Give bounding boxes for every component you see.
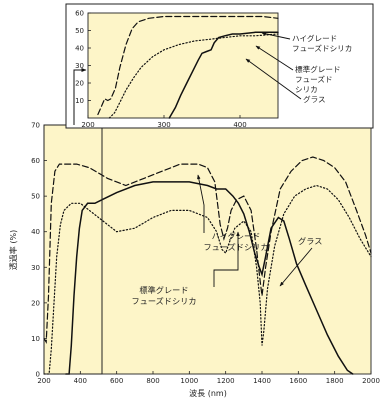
series-high-line xyxy=(43,156,372,344)
y-tick-label: 10 xyxy=(75,97,84,105)
x-tick-label: 300 xyxy=(157,121,170,129)
annotation-arrow xyxy=(245,58,302,100)
annotation-text: 標準グレード xyxy=(139,285,188,295)
series-standard-line xyxy=(108,33,279,119)
x-tick-label: 1000 xyxy=(180,377,198,385)
annotation-arrow xyxy=(213,231,240,287)
annotation-text: フューズドシリカ xyxy=(131,296,196,306)
annotation-text: 標準グレード xyxy=(295,64,341,74)
x-tick-label: 600 xyxy=(110,377,123,385)
annotation-text: グラス xyxy=(303,94,326,104)
y-axis-label: 透過率 (%) xyxy=(8,230,18,270)
x-tick-label: 800 xyxy=(146,377,159,385)
inset-chart: 200 300 400102030405060ハイグレードフューズドシリカ標準グレー… xyxy=(65,3,374,129)
y-tick-label: 10 xyxy=(31,335,40,343)
annotation-arrow xyxy=(279,247,313,287)
x-tick-label: 200 xyxy=(81,121,94,129)
y-tick-label: 0 xyxy=(36,371,40,379)
series-glass-line xyxy=(65,181,354,375)
y-tick-label: 20 xyxy=(31,299,40,307)
annotation-text: シリカ xyxy=(295,85,318,94)
y-tick-label: 40 xyxy=(75,45,84,53)
annotation-glass: グラス xyxy=(245,58,326,104)
x-tick-label: 1400 xyxy=(253,377,271,385)
annotation-text: フューズドシリカ xyxy=(292,43,352,53)
y-tick-label: 40 xyxy=(31,228,40,236)
annotation-arrow xyxy=(255,45,294,71)
x-tick-label: 1800 xyxy=(326,377,344,385)
y-tick-label: 50 xyxy=(75,27,84,35)
y-tick-label: 50 xyxy=(31,193,40,201)
y-tick-label: 30 xyxy=(31,264,40,272)
annotation-text: グラス xyxy=(298,236,322,246)
y-tick-label: 60 xyxy=(31,157,40,165)
annotation-text: フューズド xyxy=(295,74,333,84)
y-tick-label: 30 xyxy=(75,62,84,70)
zoom-connector-arrow xyxy=(73,68,87,125)
annotation-glass: グラス xyxy=(279,236,322,287)
annotation-text: フューズドシリカ xyxy=(203,242,268,252)
series-standard-line xyxy=(43,184,372,375)
annotation-arrow xyxy=(197,174,205,233)
y-tick-label: 60 xyxy=(75,10,84,18)
main-chart: 200 400 600 800 1000 1200 1400 1600 1800 2000 0 10 2… xyxy=(8,122,380,399)
x-axis-label: 波長 (nm) xyxy=(189,388,227,398)
x-tick-label: 400 xyxy=(74,377,87,385)
x-tick-label: 1200 xyxy=(217,377,235,385)
annotation-arrow xyxy=(261,32,291,40)
x-tick-label: 400 xyxy=(233,121,246,129)
y-tick-label: 20 xyxy=(75,80,84,88)
inset-plot-area xyxy=(87,12,279,119)
x-tick-label: 1600 xyxy=(289,377,307,385)
annotation-text: ハイグレード xyxy=(292,33,337,43)
x-tick-label: 200 xyxy=(37,377,50,385)
series-high-line xyxy=(97,15,279,116)
main-plot-area xyxy=(43,124,372,375)
y-tick-label: 70 xyxy=(31,122,40,130)
x-tick-label: 2000 xyxy=(362,377,380,385)
series-glass-line xyxy=(168,31,279,119)
annotation-text: ハイグレード xyxy=(212,231,261,241)
